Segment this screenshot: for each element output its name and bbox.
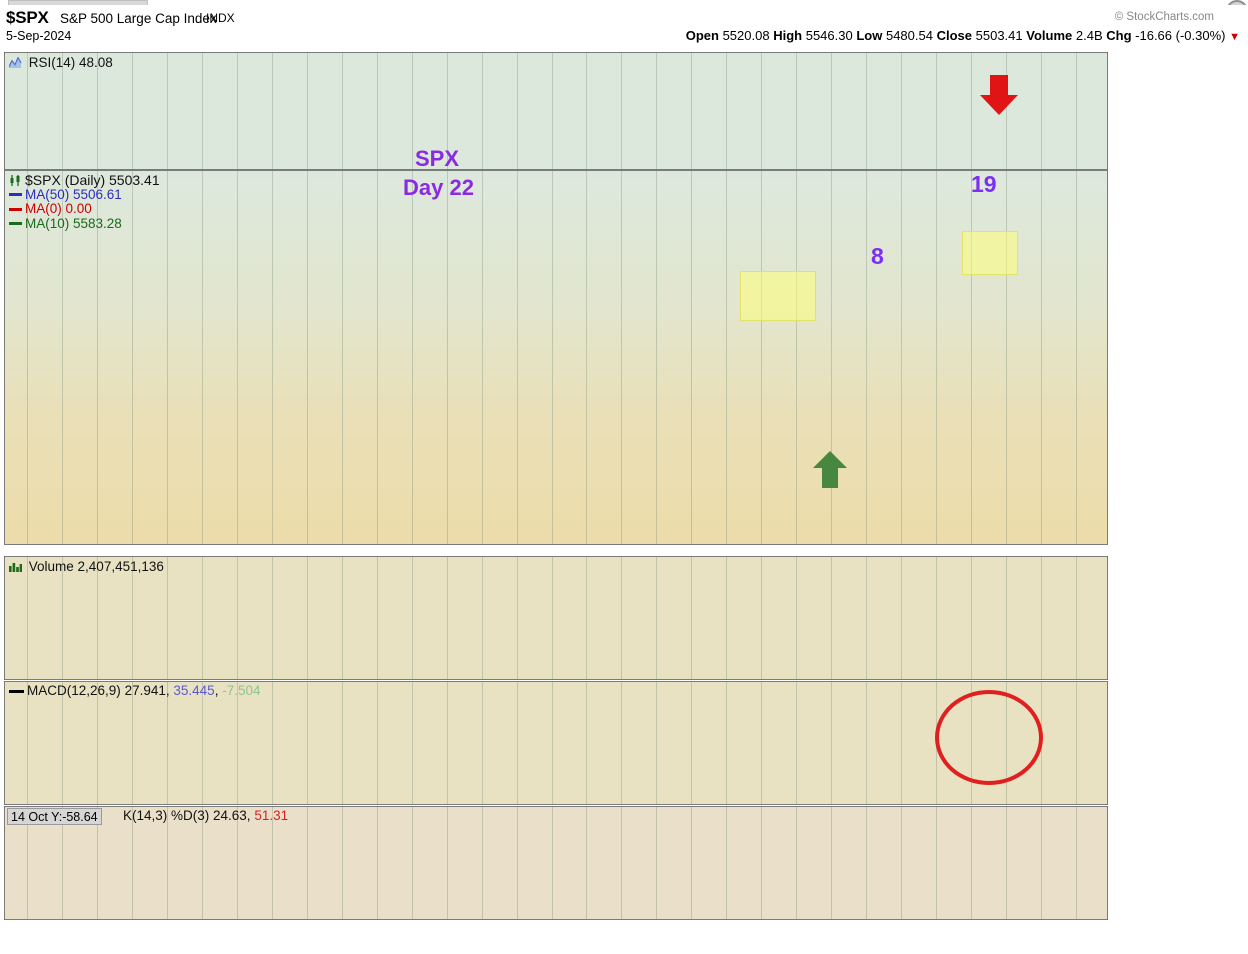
price-legend-title-row: $SPX (Daily) 5503.41	[9, 173, 160, 188]
close-value: 5503.41	[975, 28, 1023, 43]
ma0-legend-text: MA(0) 0.00	[25, 201, 92, 216]
macd-legend: MACD(12,26,9) 27.941, 35.445, -7.504	[9, 683, 261, 698]
ma50-swatch-icon	[9, 193, 22, 197]
ohlc-quote-bar: Open 5520.08 High 5546.30 Low 5480.54 Cl…	[686, 28, 1240, 43]
annotation-spx-label: SPX	[415, 146, 460, 171]
macd-legend-name: MACD(12,26,9)	[27, 683, 121, 698]
exchange-label: INDX	[206, 11, 235, 25]
volume-bars-icon	[9, 561, 22, 572]
macd-panel: MACD(12,26,9) 27.941, 35.445, -7.504	[4, 681, 1108, 805]
chart-header: $SPX S&P 500 Large Cap Index INDX 5-Sep-…	[0, 5, 1248, 47]
high-value: 5546.30	[805, 28, 853, 43]
volume-gridlines	[5, 557, 1107, 679]
volume-legend-text: Volume 2,407,451,136	[28, 559, 164, 574]
ma10-legend-text: MA(10) 5583.28	[25, 215, 122, 231]
stochastic-legend-text: K(14,3) %D(3) 24.63,	[123, 808, 251, 823]
stochastic-panel: 14 Oct Y:-58.64 K(14,3) %D(3) 24.63, 51.…	[4, 806, 1108, 920]
change-label: Chg	[1106, 28, 1132, 43]
crosshair-tooltip: 14 Oct Y:-58.64	[7, 808, 102, 825]
rsi-plot	[5, 53, 1107, 169]
circle-annotation	[935, 690, 1043, 785]
volume-label: Volume	[1026, 28, 1073, 43]
quote-date: 5-Sep-2024	[6, 29, 72, 43]
volume-value: 2.4B	[1075, 28, 1103, 43]
change-down-caret-icon: ▼	[1229, 31, 1240, 43]
change-value: -16.66 (-0.30%)	[1135, 28, 1226, 43]
annotation-count-8: 8	[871, 243, 884, 269]
ticker-symbol: $SPX	[6, 8, 49, 27]
volume-plot	[5, 557, 1107, 679]
open-label: Open	[685, 28, 719, 43]
price-legend-title: $SPX (Daily) 5503.41	[25, 172, 160, 188]
price-panel: SPX Day 22 8 19 $SPX (Daily) 5503.41 MA(…	[4, 146, 1108, 545]
macd-value: 27.941	[124, 683, 166, 698]
index-name: S&P 500 Large Cap Index	[60, 11, 217, 26]
rsi-legend: RSI(14) 48.08	[9, 55, 113, 70]
ma0-swatch-icon	[9, 207, 22, 211]
stochastic-legend: K(14,3) %D(3) 24.63, 51.31	[123, 808, 288, 823]
high-label: High	[773, 28, 803, 43]
macd-signal-value: 35.445	[173, 683, 215, 698]
annotation-day-label: Day 22	[403, 175, 474, 200]
stockcharts-credit: © StockCharts.com	[1114, 11, 1214, 23]
volume-panel: Volume 2,407,451,136	[4, 556, 1108, 680]
stochastic-d-value: 51.31	[254, 808, 289, 823]
annotation-count-19: 19	[971, 171, 997, 197]
macd-swatch-icon	[9, 689, 24, 693]
highlight-box-right	[962, 231, 1018, 275]
rsi-gridlines	[5, 53, 1107, 169]
stochastic-gridlines	[5, 807, 1107, 919]
price-panel-background	[5, 171, 1107, 544]
rsi-panel: RSI(14) 48.08	[4, 52, 1108, 170]
candlestick-icon	[9, 175, 22, 186]
arrow-up-annotation-icon	[813, 451, 847, 488]
ma50-legend-text: MA(50) 5506.61	[25, 186, 122, 202]
highlight-box-left	[740, 271, 816, 321]
stochastic-plot	[5, 807, 1107, 919]
ma10-swatch-icon	[9, 222, 22, 226]
close-label: Close	[936, 28, 972, 43]
ma50-legend-row: MA(50) 5506.61	[9, 186, 160, 203]
rsi-legend-text: RSI(14) 48.08	[28, 55, 113, 70]
x-axis-bottom	[4, 922, 1108, 944]
ma0-legend-row: MA(0) 0.00	[9, 201, 160, 217]
rsi-sparkline-icon	[9, 57, 22, 68]
low-label: Low	[856, 28, 883, 43]
macd-histogram-value: -7.504	[222, 683, 261, 698]
open-value: 5520.08	[722, 28, 770, 43]
volume-legend: Volume 2,407,451,136	[9, 559, 164, 574]
ma10-legend-row: MA(10) 5583.28	[9, 215, 160, 232]
arrow-down-annotation-icon	[980, 75, 1018, 115]
price-gridlines	[5, 171, 1107, 544]
low-value: 5480.54	[885, 28, 933, 43]
price-legend: $SPX (Daily) 5503.41 MA(50) 5506.61 MA(0…	[9, 173, 160, 231]
price-plot	[5, 171, 1107, 544]
